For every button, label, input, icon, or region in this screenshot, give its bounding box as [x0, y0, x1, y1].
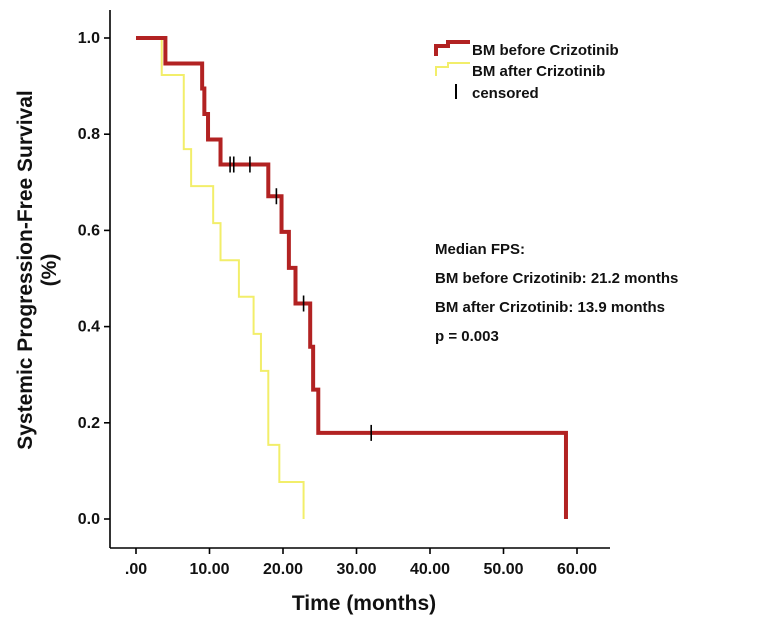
censor-marks: [229, 156, 373, 441]
x-axis-title: Time (months): [292, 592, 436, 615]
y-tick-label: 0.0: [78, 511, 100, 528]
y-tick-label: 0.2: [78, 415, 100, 432]
legend-label-after: BM after Crizotinib: [472, 63, 605, 80]
median-annotation: Median FPS: BM before Crizotinib: 21.2 m…: [435, 241, 678, 345]
legend: BM before Crizotinib BM after Crizotinib…: [434, 40, 619, 102]
y-axis-title-line2: (%): [38, 254, 61, 287]
y-axis-title-line1: Systemic Progression-Free Survival: [14, 90, 37, 450]
legend-swatch-after: [435, 62, 470, 76]
x-tick-label: 30.00: [336, 561, 376, 578]
x-tick-label: .00: [125, 561, 147, 578]
axes: [109, 10, 610, 549]
tick-marks: .00 10.00 20.00 30.00 40.00 50.00 60.00 0.0 0.2 0…: [78, 30, 597, 578]
y-tick-label: 0.8: [78, 126, 100, 143]
annotation-line-4: p = 0.003: [435, 328, 499, 345]
legend-label-before: BM before Crizotinib: [472, 42, 619, 59]
x-tick-label: 40.00: [410, 561, 450, 578]
legend-swatch-before: [434, 40, 470, 56]
x-tick-label: 60.00: [557, 561, 597, 578]
y-tick-label: 0.6: [78, 222, 100, 239]
annotation-line-3: BM after Crizotinib: 13.9 months: [435, 299, 665, 316]
annotation-line-1: Median FPS:: [435, 241, 525, 258]
curve-bm-before: [136, 36, 568, 519]
y-tick-label: 0.4: [78, 319, 100, 336]
legend-label-censored: censored: [472, 85, 539, 102]
x-tick-label: 10.00: [189, 561, 229, 578]
x-tick-label: 50.00: [483, 561, 523, 578]
annotation-line-2: BM before Crizotinib: 21.2 months: [435, 270, 678, 287]
y-tick-label: 1.0: [78, 30, 100, 47]
x-tick-label: 20.00: [263, 561, 303, 578]
survival-curves: [136, 36, 568, 519]
curve-bm-after: [136, 37, 305, 519]
